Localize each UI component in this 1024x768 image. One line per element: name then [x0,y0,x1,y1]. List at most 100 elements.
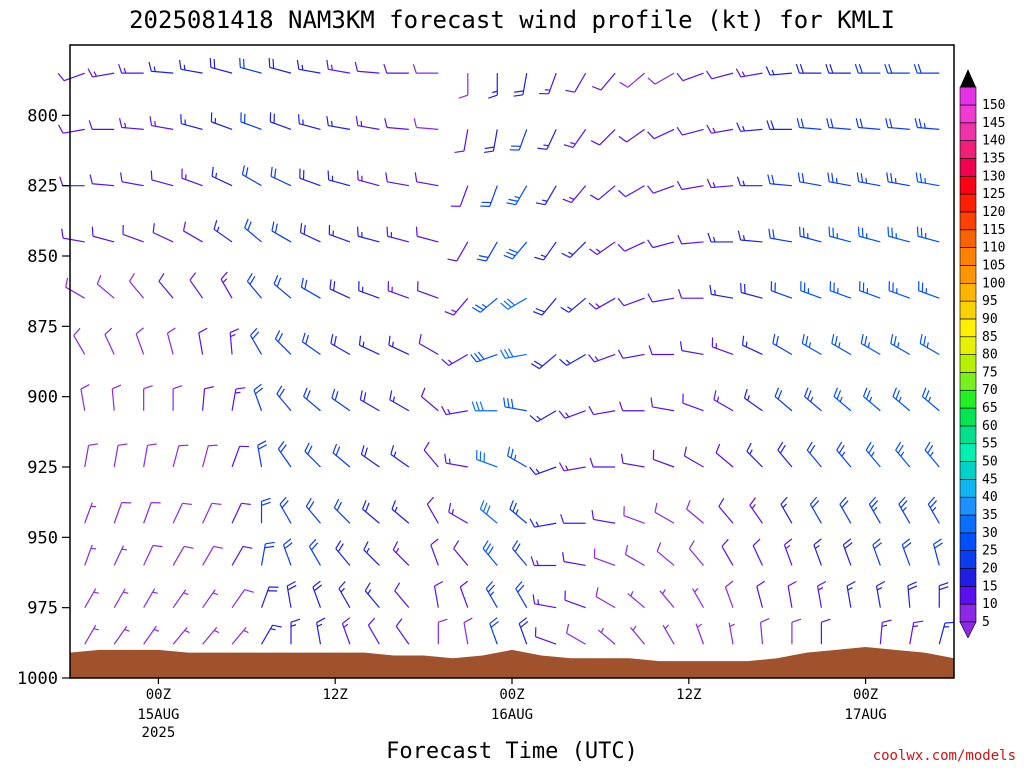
wind-barb-flag [916,226,919,237]
wind-barb [148,61,174,74]
wind-barb-flag [944,621,955,624]
wind-barb [298,114,321,130]
wind-barb-flag [817,580,827,587]
wind-barb-half-flag [749,449,753,455]
wind-barb [231,387,246,411]
wind-barb-half-flag [931,506,937,512]
wind-barb [211,166,233,187]
wind-barb-half-flag [870,451,875,457]
wind-barb-flag [307,445,313,455]
wind-barb [463,617,473,645]
wind-barb-shaft [391,508,410,524]
wind-barb-flag [562,198,572,204]
wind-barb-half-flag [184,629,190,634]
wind-barb-shaft [242,174,262,187]
wind-barb-flag [211,166,214,177]
wind-barb-flag [864,336,868,346]
wind-barb-flag [765,66,771,76]
wind-barb [692,587,705,608]
wind-barb-flag [303,387,308,397]
wind-barb-shaft [364,590,380,609]
wind-barb [862,387,881,412]
wind-barb [239,57,262,74]
wind-barb-flag [309,538,317,547]
wind-barb [96,275,115,299]
wind-barb-shaft [777,449,793,468]
wind-barb-shaft [809,503,822,524]
wind-barb-shaft [842,544,852,566]
wind-barb-flag [384,118,388,128]
wind-barb-shaft [181,123,203,130]
wind-barb-flag [895,390,901,400]
wind-barb-flag [676,180,683,190]
wind-barb-flag [933,538,942,545]
wind-barb-shaft [202,589,216,609]
wind-barb-shaft [568,297,587,313]
wind-barb-shaft [713,399,734,412]
wind-barb [735,68,763,78]
wind-barb-flag [87,68,94,78]
wind-barb-shaft [622,462,645,468]
wind-barb-flag [96,275,102,285]
wind-barb-flag [241,165,245,175]
wind-barb-shaft [331,397,351,412]
wind-barb-shaft [172,503,183,524]
wind-barb [172,444,189,468]
wind-barb-flag [479,401,484,411]
wind-barb-shaft [625,185,645,198]
wind-barb-flag [508,248,518,254]
wind-barb-shaft [202,503,213,524]
wind-barb-flag [388,335,391,346]
wind-barb-flag [261,501,271,506]
wind-barb [118,63,144,74]
wind-barb-flag [172,385,183,390]
wind-barb-shaft [518,623,528,645]
wind-barb-shaft [328,68,351,74]
wind-barb-flag [862,387,868,397]
wind-barb-shaft [387,181,409,187]
wind-barb-flag [561,252,571,259]
wind-barb-flag [448,502,452,513]
wind-barb [907,581,918,608]
wind-barb [202,627,220,645]
wind-barb-flag [589,248,598,256]
wind-barb-flag [281,500,289,509]
wind-barb-shaft [151,124,174,130]
wind-barb-flag [204,386,214,390]
wind-barb-half-flag [123,67,127,74]
colorbar-top-arrow [960,69,976,88]
wind-barb-flag [209,57,212,68]
wind-barb-flag [337,543,344,552]
wind-barb-flag [313,584,323,592]
wind-barb-shaft [299,123,321,130]
wind-barb-shaft [121,126,144,130]
wind-barb-flag [838,444,845,454]
wind-barb [418,334,439,355]
wind-barb-shaft [627,72,645,88]
wind-barb-flag [274,223,278,234]
wind-barb-flag [801,334,805,344]
wind-barb-shaft [357,124,380,130]
wind-barb-half-flag [630,591,634,597]
wind-barb-shaft [574,72,587,93]
colorbar-label: 25 [982,544,998,559]
wind-barb-flag [441,405,447,415]
terrain [70,647,954,678]
wind-barb-flag [929,500,938,509]
wind-barb [356,170,380,187]
wind-barb [150,170,174,187]
wind-barb-flag [915,172,919,182]
wind-barb-flag [306,390,311,400]
wind-barb-flag [273,275,279,285]
wind-barbs [57,57,955,645]
wind-barb-flag [886,172,889,182]
wind-barb-flag [831,173,834,183]
wind-barb-shaft [623,515,645,524]
wind-barb-half-flag [923,122,926,129]
wind-barb-shaft [121,181,144,187]
wind-barb-shaft [692,588,705,608]
wind-barb-half-flag [902,506,907,512]
wind-barb [441,353,469,366]
wind-barb-shaft [682,128,704,136]
wind-barb [231,627,249,645]
